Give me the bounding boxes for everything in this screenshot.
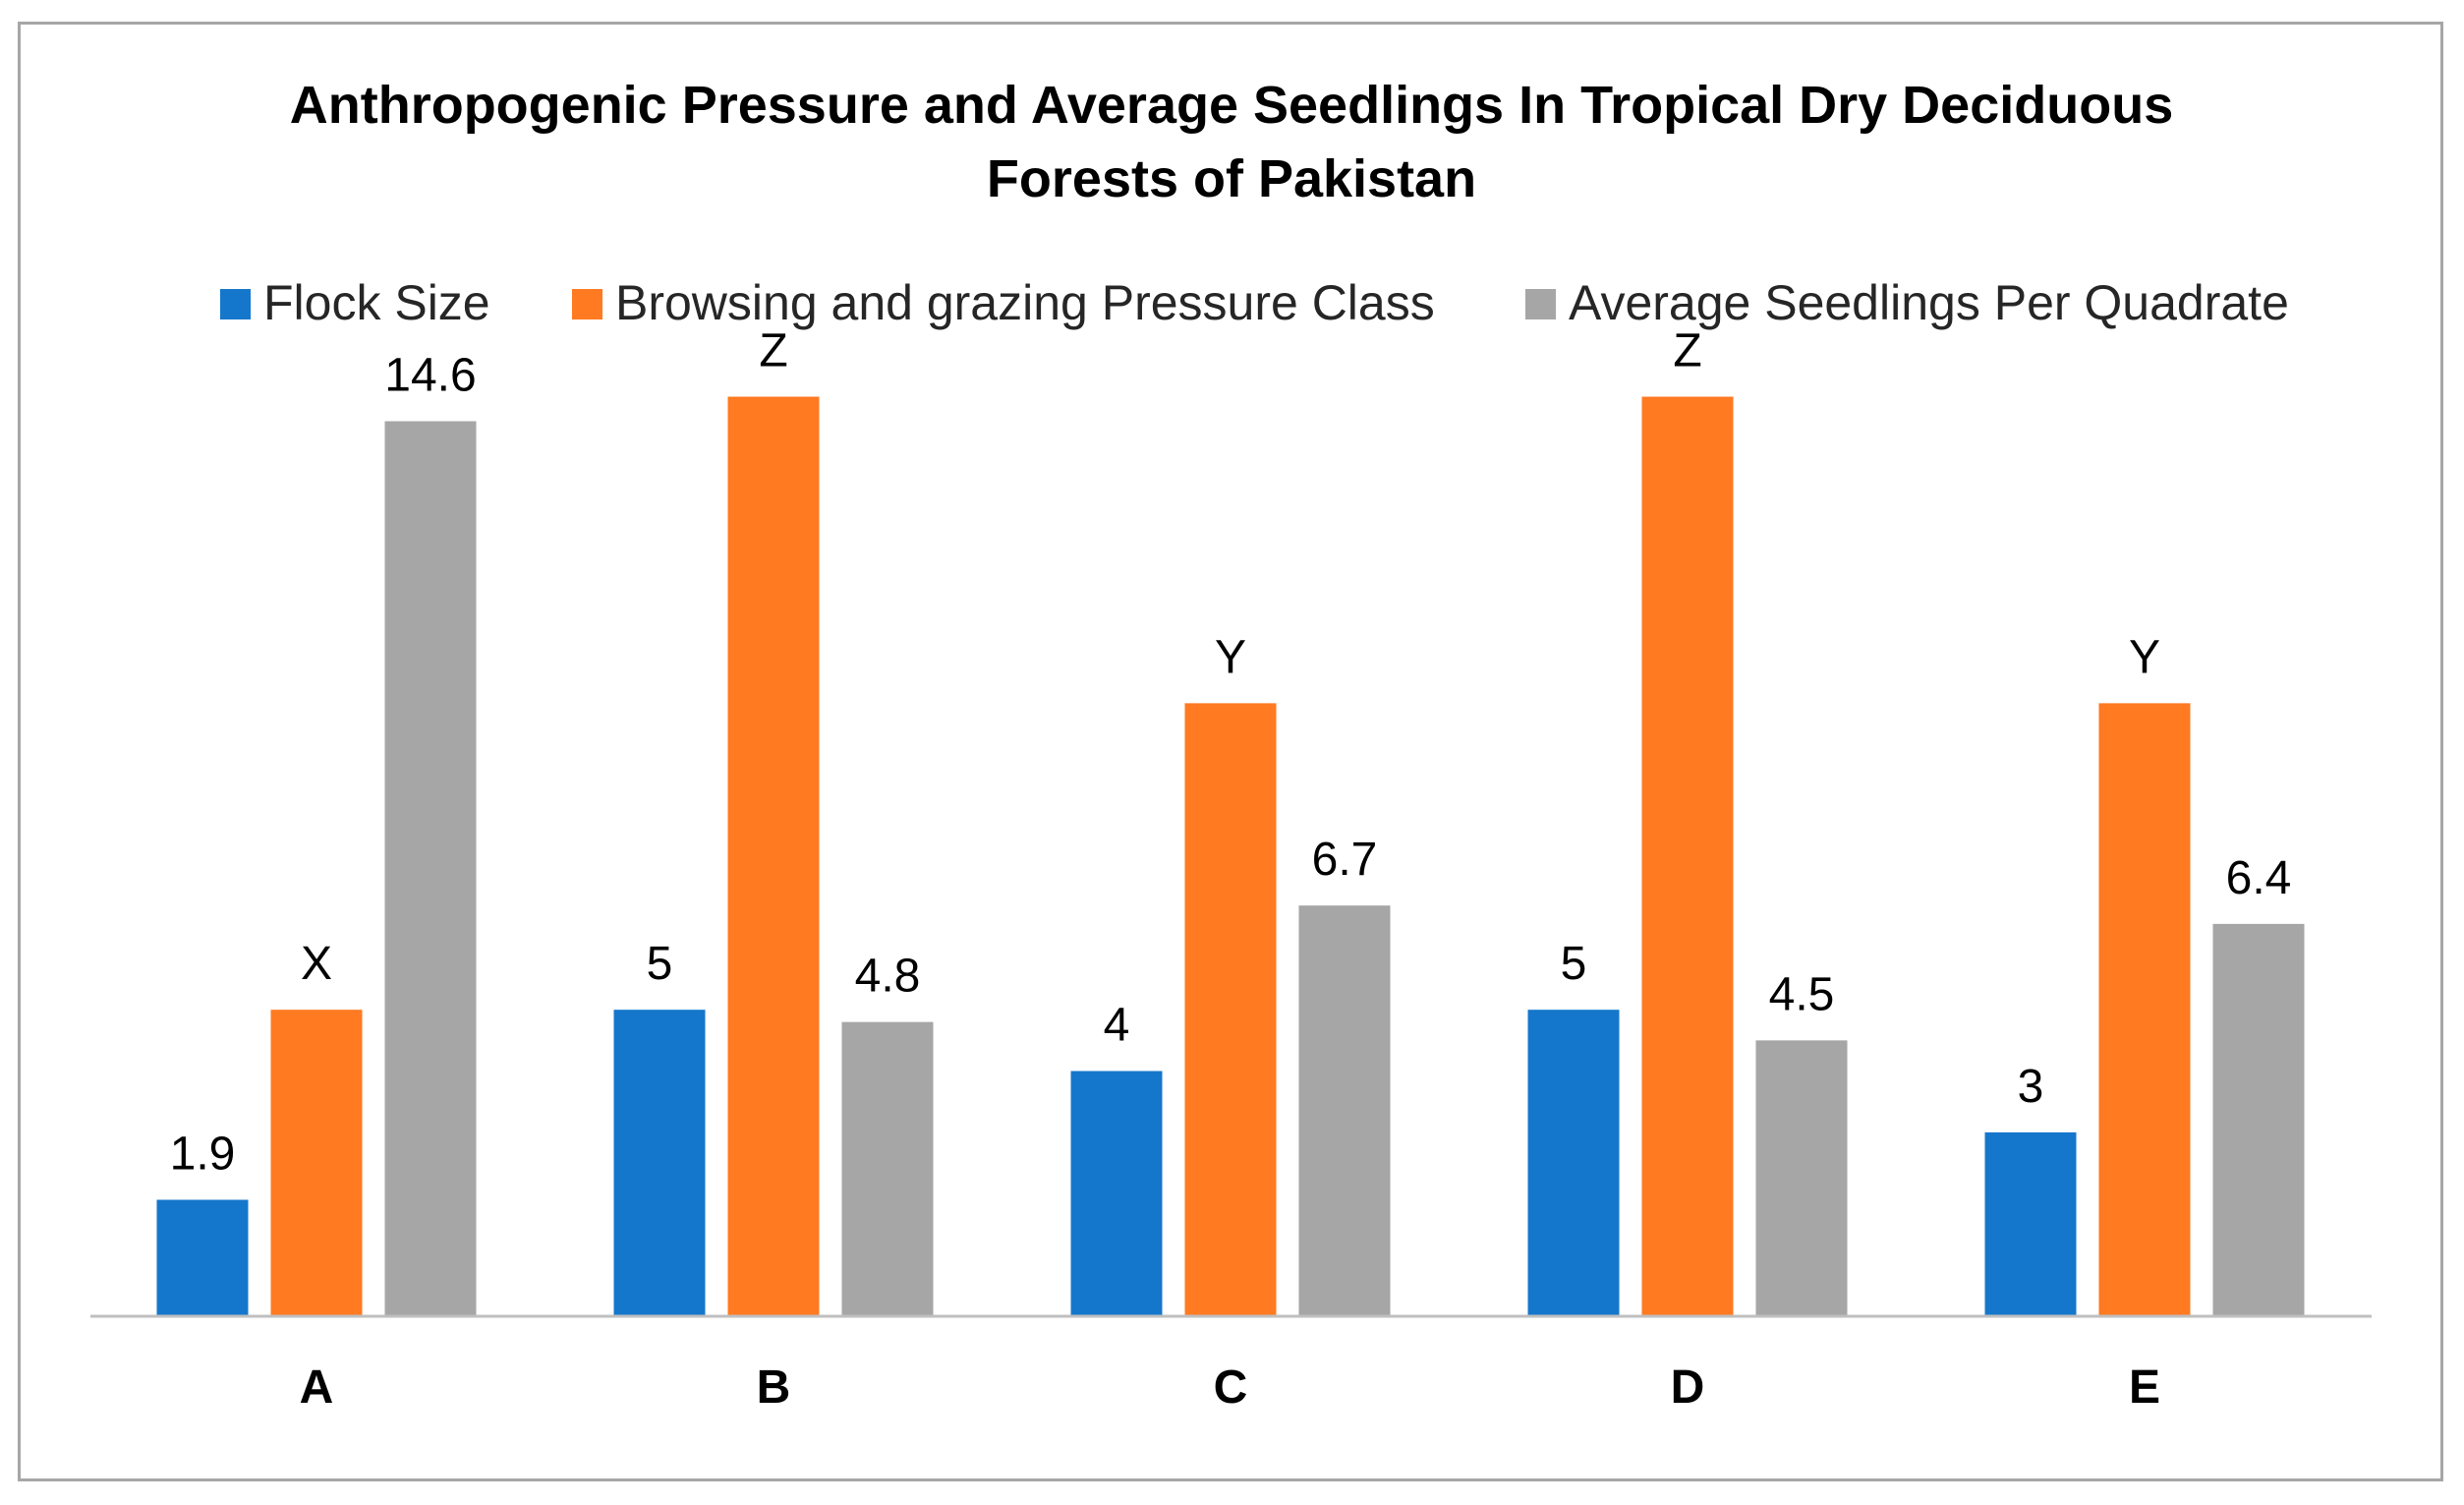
x-axis-tick-labels: A B C D E bbox=[300, 1361, 2160, 1414]
x-tick-label-d: D bbox=[1671, 1361, 1705, 1414]
chart-title-line-1: Anthropogenic Pressure and Average Seedl… bbox=[290, 76, 2173, 135]
data-label-browsing-and-grazing-pressure-class-a: X bbox=[301, 938, 332, 990]
bar-flock-size-a bbox=[156, 1199, 249, 1316]
data-label-browsing-and-grazing-pressure-class-b: Z bbox=[759, 325, 787, 377]
bar-average-seedlings-per-quadrate-d bbox=[1755, 1040, 1848, 1316]
data-label-browsing-and-grazing-pressure-class-d: Z bbox=[1673, 325, 1701, 377]
data-label-flock-size-d: 5 bbox=[1561, 938, 1587, 990]
data-label-flock-size-a: 1.9 bbox=[170, 1129, 236, 1181]
chart-legend: Flock Size Browsing and grazing Pressure… bbox=[220, 275, 2289, 330]
bar-average-seedlings-per-quadrate-a bbox=[384, 421, 477, 1316]
legend-label-browsing-pressure: Browsing and grazing Pressure Class bbox=[615, 275, 1435, 330]
data-label-average-seedlings-per-quadrate-d: 4.5 bbox=[1769, 968, 1835, 1020]
x-tick-label-a: A bbox=[300, 1361, 334, 1414]
data-label-average-seedlings-per-quadrate-a: 14.6 bbox=[384, 349, 476, 401]
bar-flock-size-e bbox=[1984, 1131, 2077, 1316]
bar-browsing-and-grazing-pressure-class-e bbox=[2098, 703, 2191, 1316]
data-label-flock-size-e: 3 bbox=[2018, 1061, 2044, 1113]
chart-title: Anthropogenic Pressure and Average Seedl… bbox=[290, 76, 2173, 208]
data-label-average-seedlings-per-quadrate-c: 6.7 bbox=[1312, 834, 1378, 886]
data-label-flock-size-b: 5 bbox=[647, 938, 673, 990]
bar-flock-size-d bbox=[1527, 1010, 1620, 1316]
bar-browsing-and-grazing-pressure-class-b bbox=[727, 396, 820, 1317]
data-label-average-seedlings-per-quadrate-b: 4.8 bbox=[855, 951, 921, 1003]
bar-average-seedlings-per-quadrate-b bbox=[841, 1021, 934, 1316]
bar-browsing-and-grazing-pressure-class-c bbox=[1184, 703, 1277, 1316]
x-tick-label-c: C bbox=[1214, 1361, 1248, 1414]
x-tick-label-e: E bbox=[2129, 1361, 2160, 1414]
legend-label-average-seedlings: Average Seedlings Per Quadrate bbox=[1569, 275, 2289, 330]
legend-label-flock-size: Flock Size bbox=[263, 275, 490, 330]
data-labels-group: 1.9 X 14.6 5 Z 4.8 4 Y 6.7 5 Z 4.5 3 Y 6.4 bbox=[170, 325, 2292, 1181]
bar-flock-size-c bbox=[1070, 1071, 1163, 1316]
legend-swatch-flock-size bbox=[220, 289, 251, 319]
data-label-browsing-and-grazing-pressure-class-e: Y bbox=[2129, 631, 2160, 683]
bar-browsing-and-grazing-pressure-class-d bbox=[1641, 396, 1734, 1317]
bar-flock-size-b bbox=[613, 1010, 706, 1316]
bar-average-seedlings-per-quadrate-c bbox=[1298, 905, 1391, 1316]
x-tick-label-b: B bbox=[757, 1361, 791, 1414]
bar-average-seedlings-per-quadrate-e bbox=[2212, 923, 2305, 1316]
bar-browsing-and-grazing-pressure-class-a bbox=[270, 1010, 363, 1316]
data-label-browsing-and-grazing-pressure-class-c: Y bbox=[1215, 631, 1246, 683]
bars-group bbox=[156, 396, 2305, 1317]
data-label-average-seedlings-per-quadrate-e: 6.4 bbox=[2226, 852, 2292, 904]
chart-title-line-2: Forests of Pakistan bbox=[987, 149, 1476, 208]
legend-swatch-average-seedlings bbox=[1525, 289, 1556, 319]
data-label-flock-size-c: 4 bbox=[1104, 1000, 1130, 1052]
legend-swatch-browsing-pressure bbox=[572, 289, 602, 319]
